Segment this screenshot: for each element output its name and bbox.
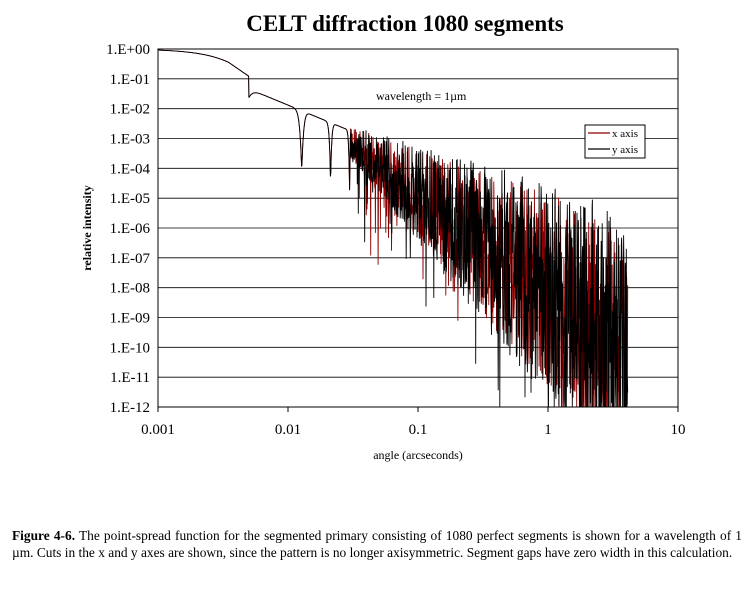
series-line-x-axis [158,49,629,408]
x-tick-label: 0.001 [141,422,175,438]
y-tick-label: 1.E-09 [110,311,150,327]
caption-label: Figure 4-6. [12,528,76,543]
x-tick-labels: 0.001 0.01 0.1 1 10 [141,407,686,438]
x-tick-label: 0.1 [409,422,428,438]
legend: x axis y axis [584,124,646,159]
y-tick-label: 1.E-06 [110,221,151,237]
y-tick-label: 1.E-10 [110,340,150,356]
legend-box [584,124,646,159]
y-tick-label: 1.E-05 [110,191,150,207]
y-tick-label: 1.E-08 [110,281,150,297]
y-tick-label: 1.E+00 [106,42,150,58]
x-axis-label: angle (arcseconds) [373,448,463,462]
data-series [158,49,629,408]
y-tick-label: 1.E-01 [110,72,150,88]
x-tick-label: 0.01 [275,422,301,438]
wavelength-annotation: wavelength = 1µm [376,89,467,103]
y-tick-labels: 1.E+00 1.E-01 1.E-02 1.E-03 1.E-04 1.E-05 1.E-… [106,42,150,416]
legend-label-y-axis: y axis [612,144,638,156]
figure-caption: Figure 4-6. The point-spread function fo… [12,527,742,561]
x-tick-label: 10 [671,422,686,438]
y-tick-label: 1.E-12 [110,400,150,416]
y-tick-label: 1.E-03 [110,132,150,148]
y-tick-label: 1.E-07 [110,251,151,267]
y-axis-label: relative intensity [80,185,94,270]
chart-title: CELT diffraction 1080 segments [246,11,564,36]
legend-label-x-axis: x axis [612,128,638,140]
x-tick-label: 1 [544,422,552,438]
psf-chart: CELT diffraction 1080 segments 1.E+001.E… [80,11,686,462]
y-tick-label: 1.E-11 [110,370,150,386]
y-tick-label: 1.E-02 [110,102,150,118]
y-tick-label: 1.E-04 [110,161,151,177]
series-line-y-axis [158,49,629,408]
caption-text: The point-spread function for the segmen… [12,528,743,560]
